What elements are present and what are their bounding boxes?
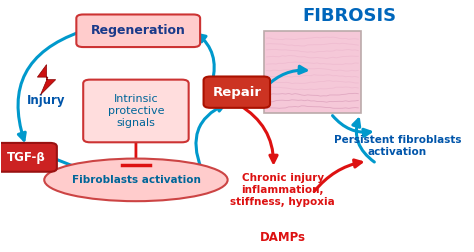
Text: Chronic injury
inflammation,
stiffness, hypoxia: Chronic injury inflammation, stiffness, … [230,173,335,206]
Text: FIBROSIS: FIBROSIS [302,7,396,25]
FancyBboxPatch shape [0,143,57,172]
Text: Fibroblasts activation: Fibroblasts activation [72,175,201,185]
Text: TGF-β: TGF-β [7,151,46,164]
FancyBboxPatch shape [203,77,270,108]
Text: Persistent fibroblasts
activation: Persistent fibroblasts activation [334,135,461,157]
FancyBboxPatch shape [76,14,200,47]
Ellipse shape [44,159,228,201]
Text: Injury: Injury [27,94,66,107]
Text: DAMPs: DAMPs [260,231,306,244]
Text: Intrinsic
protective
signals: Intrinsic protective signals [108,94,164,128]
Text: Regeneration: Regeneration [91,24,186,37]
FancyBboxPatch shape [264,31,361,113]
FancyBboxPatch shape [83,80,189,142]
Polygon shape [37,65,56,95]
Text: Repair: Repair [212,86,261,99]
